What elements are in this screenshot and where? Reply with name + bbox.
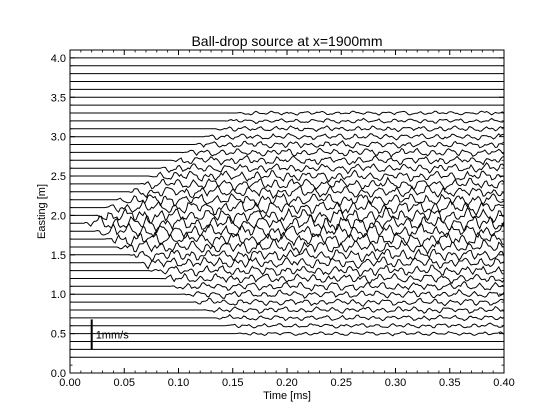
x-tick-label: 0.30	[385, 377, 406, 389]
scale-bar-label: 1mm/s	[96, 329, 130, 341]
y-tick-label: 2.0	[51, 210, 66, 222]
x-tick-label: 0.05	[114, 377, 135, 389]
x-tick-label: 0.00	[59, 377, 80, 389]
seismic-trace	[70, 331, 505, 337]
seismic-trace	[70, 154, 505, 166]
x-axis-label: Time [ms]	[263, 390, 311, 402]
seismic-trace	[70, 264, 505, 278]
y-tick-label: 3.5	[51, 92, 66, 104]
x-tick-label: 0.15	[222, 377, 243, 389]
y-tick-label: 4.0	[51, 53, 66, 65]
seismic-trace	[70, 280, 505, 292]
seismic-trace	[70, 110, 505, 116]
seismic-trace	[70, 231, 504, 248]
chart-title: Ball-drop source at x=1900mm	[191, 33, 382, 49]
x-tick-label: 0.40	[493, 377, 514, 389]
seismic-trace	[70, 205, 505, 225]
y-tick-label: 2.5	[51, 171, 66, 183]
y-axis: 0.0 0.5 1.0 1.5 2.0 2.5 3.0 3.5 4.0	[51, 53, 504, 380]
x-tick-label: 0.35	[439, 377, 460, 389]
x-tick-label: 0.25	[331, 377, 352, 389]
y-tick-label: 0.5	[51, 329, 66, 341]
y-tick-label: 1.5	[51, 250, 66, 262]
seismic-trace	[70, 272, 505, 285]
seismic-trace	[70, 305, 505, 314]
seismic-trace	[70, 256, 505, 270]
x-tick-label: 0.10	[168, 377, 189, 389]
seismic-trace	[70, 132, 505, 141]
seismic-trace	[70, 140, 505, 149]
seismic-trace	[70, 117, 505, 124]
seismic-trace	[70, 239, 505, 256]
seismic-trace	[70, 176, 505, 192]
seismic-trace	[70, 161, 505, 175]
seismic-trace	[70, 125, 505, 133]
y-tick-label: 3.0	[51, 132, 66, 144]
trace-group	[70, 57, 505, 358]
seismic-trace	[70, 193, 505, 208]
x-axis: 0.00 0.05 0.10 0.15 0.20 0.25 0.30 0.35 0.40	[59, 50, 515, 389]
y-tick-label: 1.0	[51, 289, 66, 301]
seismic-trace	[70, 147, 505, 158]
y-axis-label: Easting [m]	[36, 184, 48, 239]
seismic-trace	[70, 247, 505, 263]
seismic-trace	[70, 288, 505, 299]
seismic-trace	[70, 184, 505, 200]
x-tick-label: 0.20	[276, 377, 297, 389]
seismic-trace	[70, 313, 505, 322]
seismic-trace	[70, 214, 505, 234]
seismic-trace	[70, 169, 505, 183]
seismic-trace	[70, 297, 505, 307]
seismic-trace	[70, 222, 505, 240]
y-tick-label: 0.0	[51, 368, 66, 380]
seismic-trace	[70, 322, 505, 329]
